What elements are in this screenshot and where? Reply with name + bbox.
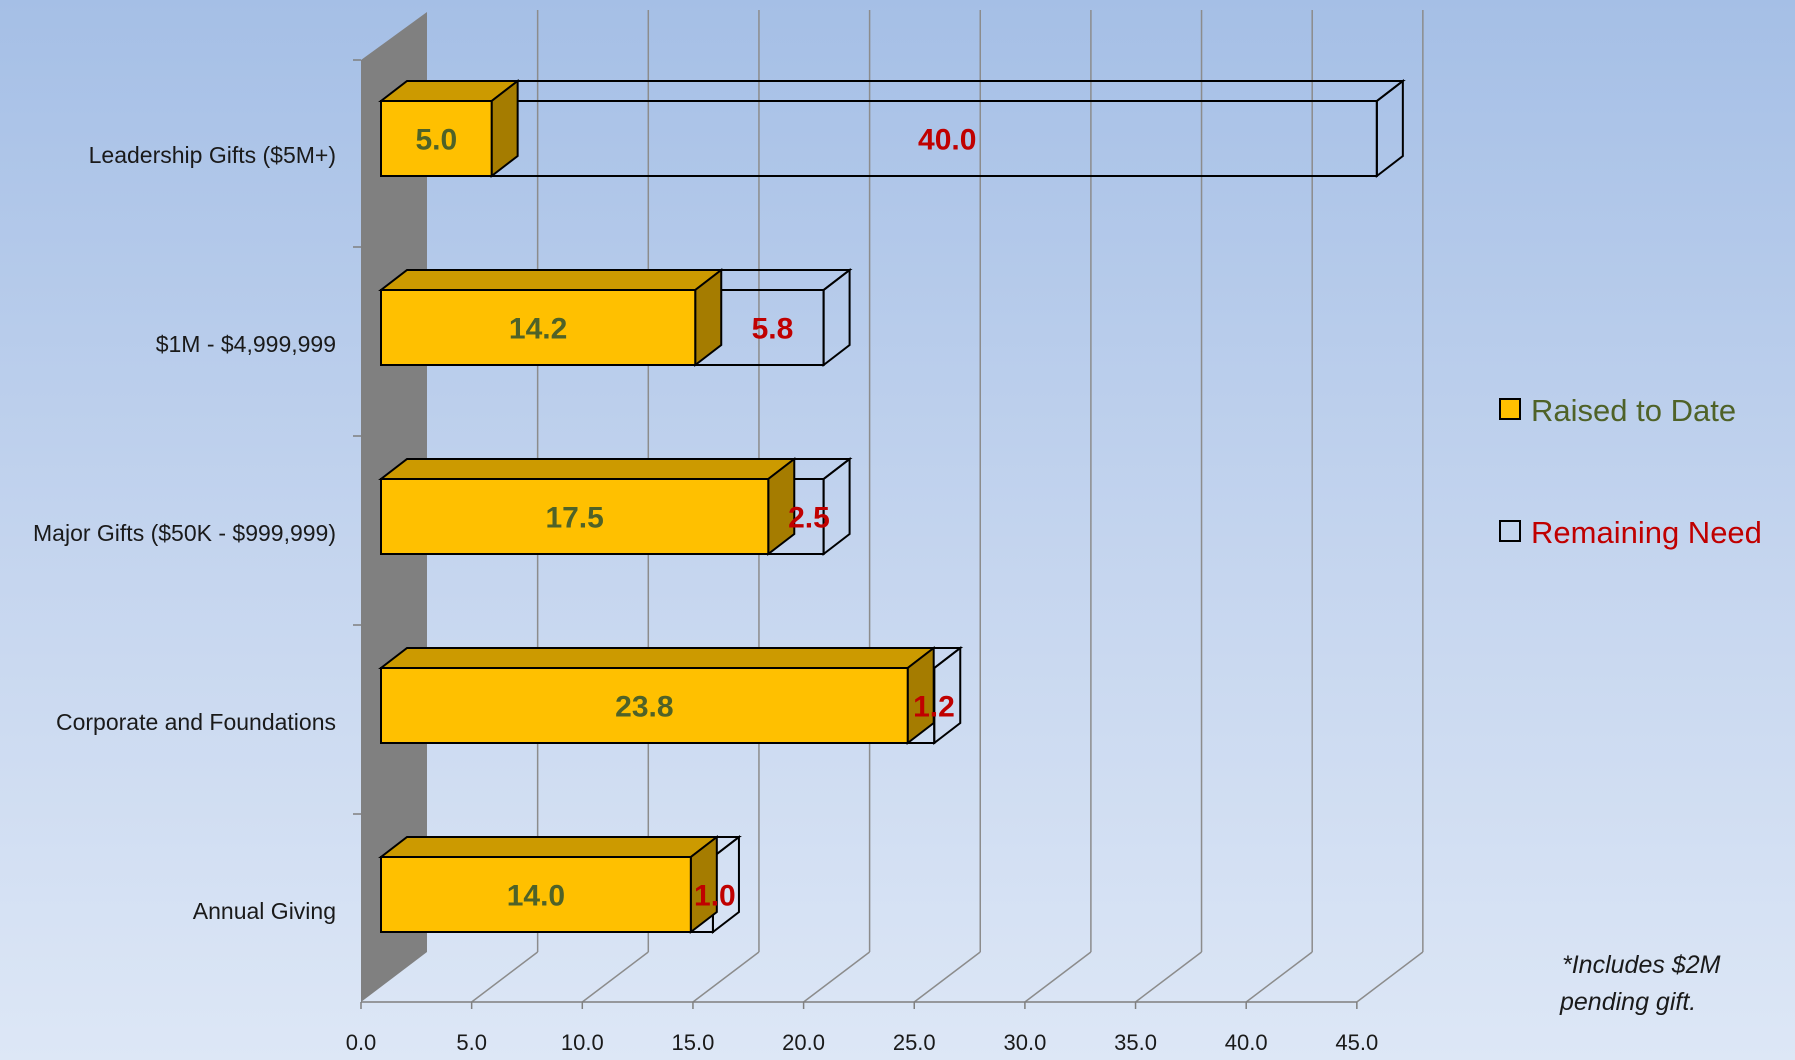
floor-gridline-6 — [1024, 951, 1092, 1003]
bar-group-1 — [378, 267, 853, 368]
footnote-line-1: *Includes $2M — [1562, 951, 1721, 979]
x-tick-label-3: 15.0 — [672, 1030, 715, 1055]
floor-gridline-4 — [803, 951, 871, 1003]
floor-gridline-5 — [913, 951, 981, 1003]
remaining-value-label-3: 1.2 — [913, 691, 955, 724]
raised-bar-1 — [380, 289, 697, 366]
legend-remaining-label: Remaining Need — [1531, 515, 1762, 550]
remaining-value-label-0: 40.0 — [918, 124, 976, 157]
bar-group-2 — [378, 456, 853, 557]
raised-bar-2 — [380, 478, 770, 555]
floor-gridline-2 — [581, 951, 649, 1003]
category-label-1: $1M - $4,999,999 — [156, 331, 336, 357]
category-label-3: Corporate and Foundations — [56, 709, 336, 735]
raised-bar-0 — [380, 100, 493, 177]
raised-value-label-0: 5.0 — [415, 124, 457, 157]
x-tick-label-7: 35.0 — [1114, 1030, 1157, 1055]
raised-value-label-4: 14.0 — [507, 880, 565, 913]
bar-group-4 — [378, 834, 742, 935]
floor-gridline-9 — [1356, 951, 1424, 1003]
remaining-bar-top-0 — [488, 80, 1406, 102]
raised-value-label-1: 14.2 — [509, 313, 567, 346]
remaining-value-label-2: 2.5 — [788, 502, 830, 535]
floor-gridline-3 — [692, 951, 760, 1003]
remaining-bar-side-1 — [822, 267, 851, 368]
x-tick-label-2: 10.0 — [561, 1030, 604, 1055]
category-label-4: Annual Giving — [193, 898, 336, 924]
footnote-line-2: pending gift. — [1559, 988, 1696, 1016]
x-tick-label-4: 20.0 — [782, 1030, 825, 1055]
x-tick-label-6: 30.0 — [1003, 1030, 1046, 1055]
bar-group-3 — [378, 645, 964, 746]
legend-remaining-swatch — [1499, 520, 1521, 542]
x-tick-label-8: 40.0 — [1225, 1030, 1268, 1055]
remaining-value-label-4: 1.0 — [694, 880, 736, 913]
raised-bar-top-4 — [378, 836, 720, 858]
floor-gridline-1 — [471, 951, 539, 1003]
x-tick-label-0: 0.0 — [346, 1030, 377, 1055]
floor-gridline-7 — [1135, 951, 1203, 1003]
x-tick-label-9: 45.0 — [1335, 1030, 1378, 1055]
remaining-value-label-1: 5.8 — [752, 313, 794, 346]
legend-raised-label: Raised to Date — [1531, 393, 1736, 428]
bar-group-0 — [378, 78, 1406, 179]
raised-value-label-3: 23.8 — [615, 691, 673, 724]
raised-bar-top-3 — [378, 647, 937, 669]
raised-bar-top-2 — [378, 458, 798, 480]
raised-bar-top-1 — [378, 269, 725, 291]
floor-gridline-8 — [1245, 951, 1313, 1003]
x-tick-label-5: 25.0 — [893, 1030, 936, 1055]
raised-bar-4 — [380, 856, 692, 933]
remaining-bar-side-0 — [1375, 78, 1404, 179]
x-tick-label-1: 5.0 — [456, 1030, 487, 1055]
raised-value-label-2: 17.5 — [545, 502, 603, 535]
raised-bar-3 — [380, 667, 909, 744]
category-label-2: Major Gifts ($50K - $999,999) — [33, 520, 336, 546]
category-label-0: Leadership Gifts ($5M+) — [89, 142, 336, 168]
legend-raised-swatch — [1499, 398, 1521, 420]
